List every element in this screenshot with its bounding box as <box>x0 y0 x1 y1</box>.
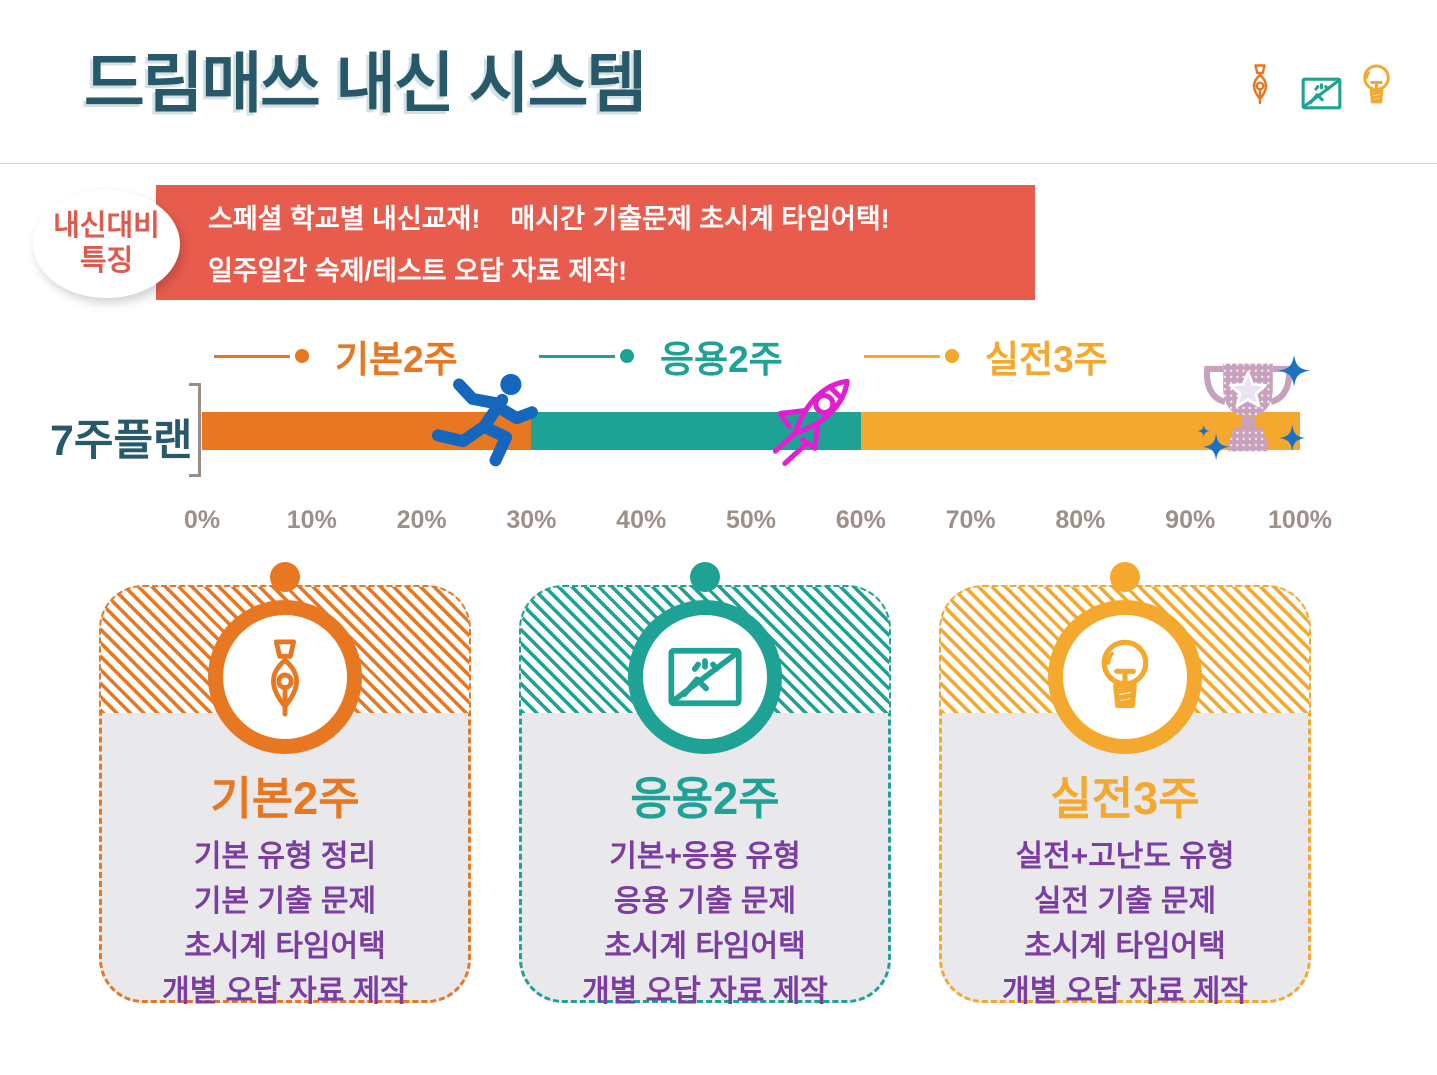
card-line: 초시계 타임어택 <box>604 930 806 963</box>
connector-dot <box>945 349 959 363</box>
pen-nib-icon <box>256 638 314 717</box>
card-title: 응용2주 <box>630 773 780 824</box>
tick-80: 80% <box>1055 506 1106 534</box>
plan-label: 7주플랜 <box>50 417 193 465</box>
tick-10: 10% <box>286 506 337 534</box>
badge-line-2: 특징 <box>79 245 134 277</box>
segment-label-basic: 기본2주 <box>214 336 458 380</box>
tick-0: 0% <box>183 506 221 534</box>
card-icon-circle <box>208 600 362 754</box>
header-divider <box>0 163 1437 164</box>
connector-dot <box>295 349 309 363</box>
card-lines: 기본+응용 유형 응용 기출 문제 초시계 타임어택 개별 오답 자료 제작 <box>522 834 888 1014</box>
card-title: 실전3주 <box>1050 773 1200 824</box>
card-top-dot <box>690 562 720 592</box>
card-icon-circle <box>628 600 782 754</box>
card-line: 초시계 타임어택 <box>1024 930 1226 963</box>
sparkle-icon <box>1197 424 1211 438</box>
card-top-dot <box>1110 562 1140 592</box>
tick-30: 30% <box>506 506 557 534</box>
tick-90: 90% <box>1165 506 1216 534</box>
card-title: 기본2주 <box>210 773 360 824</box>
rocket-icon <box>772 378 850 466</box>
connector-dot <box>620 349 634 363</box>
plan-bracket <box>189 383 201 477</box>
card-line: 개별 오답 자료 제작 <box>582 975 828 1008</box>
card-line: 개별 오답 자료 제작 <box>1002 975 1248 1008</box>
pen-nib-icon <box>1245 62 1275 106</box>
segment-label-apply: 응용2주 <box>539 336 783 380</box>
image-chart-icon <box>1301 76 1342 111</box>
connector-line <box>864 354 940 358</box>
card-top-dot <box>270 562 300 592</box>
card-line: 기본 유형 정리 <box>193 840 377 873</box>
card-line: 실전 기출 문제 <box>1033 885 1217 918</box>
sparkle-icon <box>1202 433 1230 461</box>
card-line: 초시계 타임어택 <box>184 930 386 963</box>
progress-segment-real <box>860 412 1300 450</box>
sparkle-icon <box>1277 356 1310 388</box>
tick-60: 60% <box>835 506 886 534</box>
tick-40: 40% <box>616 506 667 534</box>
sparkle-icon <box>1278 424 1306 452</box>
card-line: 개별 오답 자료 제작 <box>162 975 408 1008</box>
timeline-bar <box>202 412 1300 450</box>
tick-70: 70% <box>945 506 996 534</box>
card-real-3weeks: 실전3주 실전+고난도 유형 실전 기출 문제 초시계 타임어택 개별 오답 자… <box>939 562 1311 1008</box>
feature-banner: 스페셜 학교별 내신교재! 매시간 기출문제 초시계 타임어택! 일주일간 숙제… <box>156 185 1035 300</box>
card-line: 응용 기출 문제 <box>613 885 797 918</box>
lightbulb-icon <box>1096 637 1154 718</box>
connector-line <box>214 354 290 358</box>
banner-line-1: 스페셜 학교별 내신교재! 매시간 기출문제 초시계 타임어택! <box>208 204 890 234</box>
card-basic-2weeks: 기본2주 기본 유형 정리 기본 기출 문제 초시계 타임어택 개별 오답 자료… <box>99 562 471 1008</box>
card-lines: 실전+고난도 유형 실전 기출 문제 초시계 타임어택 개별 오답 자료 제작 <box>942 834 1308 1014</box>
card-icon-circle <box>1048 600 1202 754</box>
segment-label-real: 실전3주 <box>864 336 1108 380</box>
trophy-icon <box>1197 356 1310 461</box>
card-lines: 기본 유형 정리 기본 기출 문제 초시계 타임어택 개별 오답 자료 제작 <box>102 834 468 1014</box>
tick-50: 50% <box>725 506 777 534</box>
banner-line-2: 일주일간 숙제/테스트 오답 자료 제작! <box>208 256 628 286</box>
tick-100: 100% <box>1268 506 1332 534</box>
card-line: 기본 기출 문제 <box>193 885 377 918</box>
image-chart-icon <box>667 645 743 709</box>
lightbulb-icon <box>1360 63 1393 109</box>
card-line: 실전+고난도 유형 <box>1015 840 1235 873</box>
connector-line <box>539 354 615 358</box>
timeline-ticks: 0% 10% 20% 30% 40% 50% 60% 70% 80% 90% 1… <box>184 506 1332 538</box>
page-title: 드림매쓰 내신 시스템 <box>84 46 647 120</box>
card-apply-2weeks: 응용2주 기본+응용 유형 응용 기출 문제 초시계 타임어택 개별 오답 자료… <box>519 562 891 1008</box>
badge-line-1: 내신대비 <box>53 209 160 242</box>
feature-badge: 내신대비 특징 <box>33 190 180 298</box>
runner-icon <box>431 373 538 467</box>
card-line: 기본+응용 유형 <box>609 840 801 873</box>
tick-20: 20% <box>396 506 447 534</box>
